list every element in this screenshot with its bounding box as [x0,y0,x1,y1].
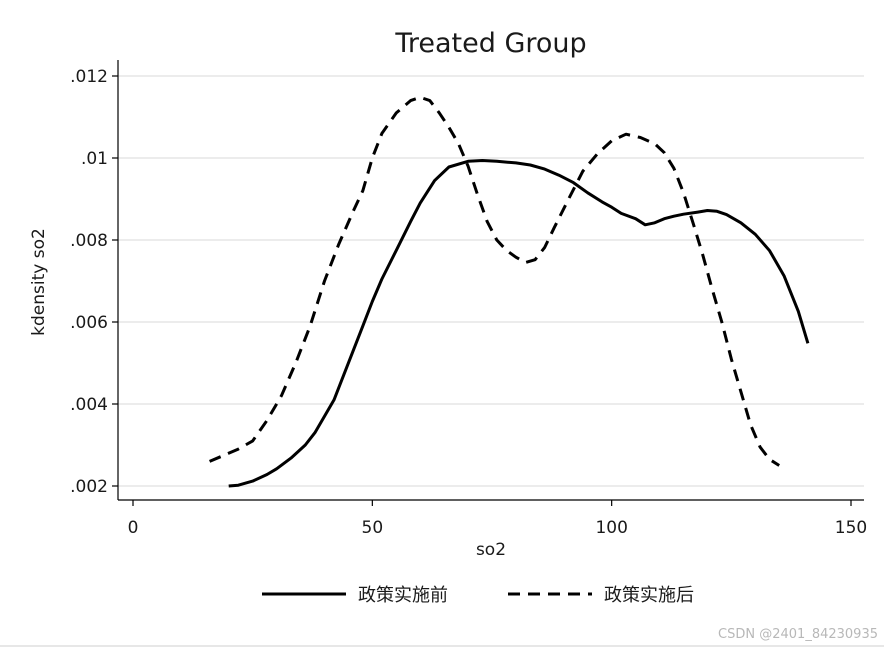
grid-lines [118,75,864,487]
x-axis-title: so2 [476,540,506,560]
y-axis-ticks: .002 .004 .006 .008 .01 .012 [70,67,118,497]
y-tick-label-2: .006 [70,313,108,333]
y-tick-label-1: .004 [70,395,108,415]
series-line-before [228,159,810,488]
watermark: CSDN @2401_84230935 [718,627,878,642]
chart-title: Treated Group [394,28,586,59]
y-tick-label-4: .01 [81,149,108,169]
series-layer [209,95,810,488]
x-axis-ticks: 0 50 100 150 [128,500,867,538]
axes: .002 .004 .006 .008 .01 .012 0 50 100 150 [70,60,867,538]
x-tick-label-1: 50 [362,518,384,538]
legend: 政策实施前 政策实施后 [262,585,694,606]
y-tick-label-0: .002 [70,477,108,497]
x-tick-label-3: 150 [835,518,867,538]
legend-item-solid: 政策实施前 [262,585,448,606]
y-tick-label-5: .012 [70,67,108,87]
legend-item-dashed: 政策实施后 [508,585,694,606]
y-tick-label-3: .008 [70,231,108,251]
series-line-after [209,95,781,467]
y-axis-title: kdensity so2 [29,228,49,336]
x-tick-label-0: 0 [128,518,139,538]
legend-label-after: 政策实施后 [604,585,694,606]
x-tick-label-2: 100 [595,518,627,538]
legend-label-before: 政策实施前 [358,585,448,606]
